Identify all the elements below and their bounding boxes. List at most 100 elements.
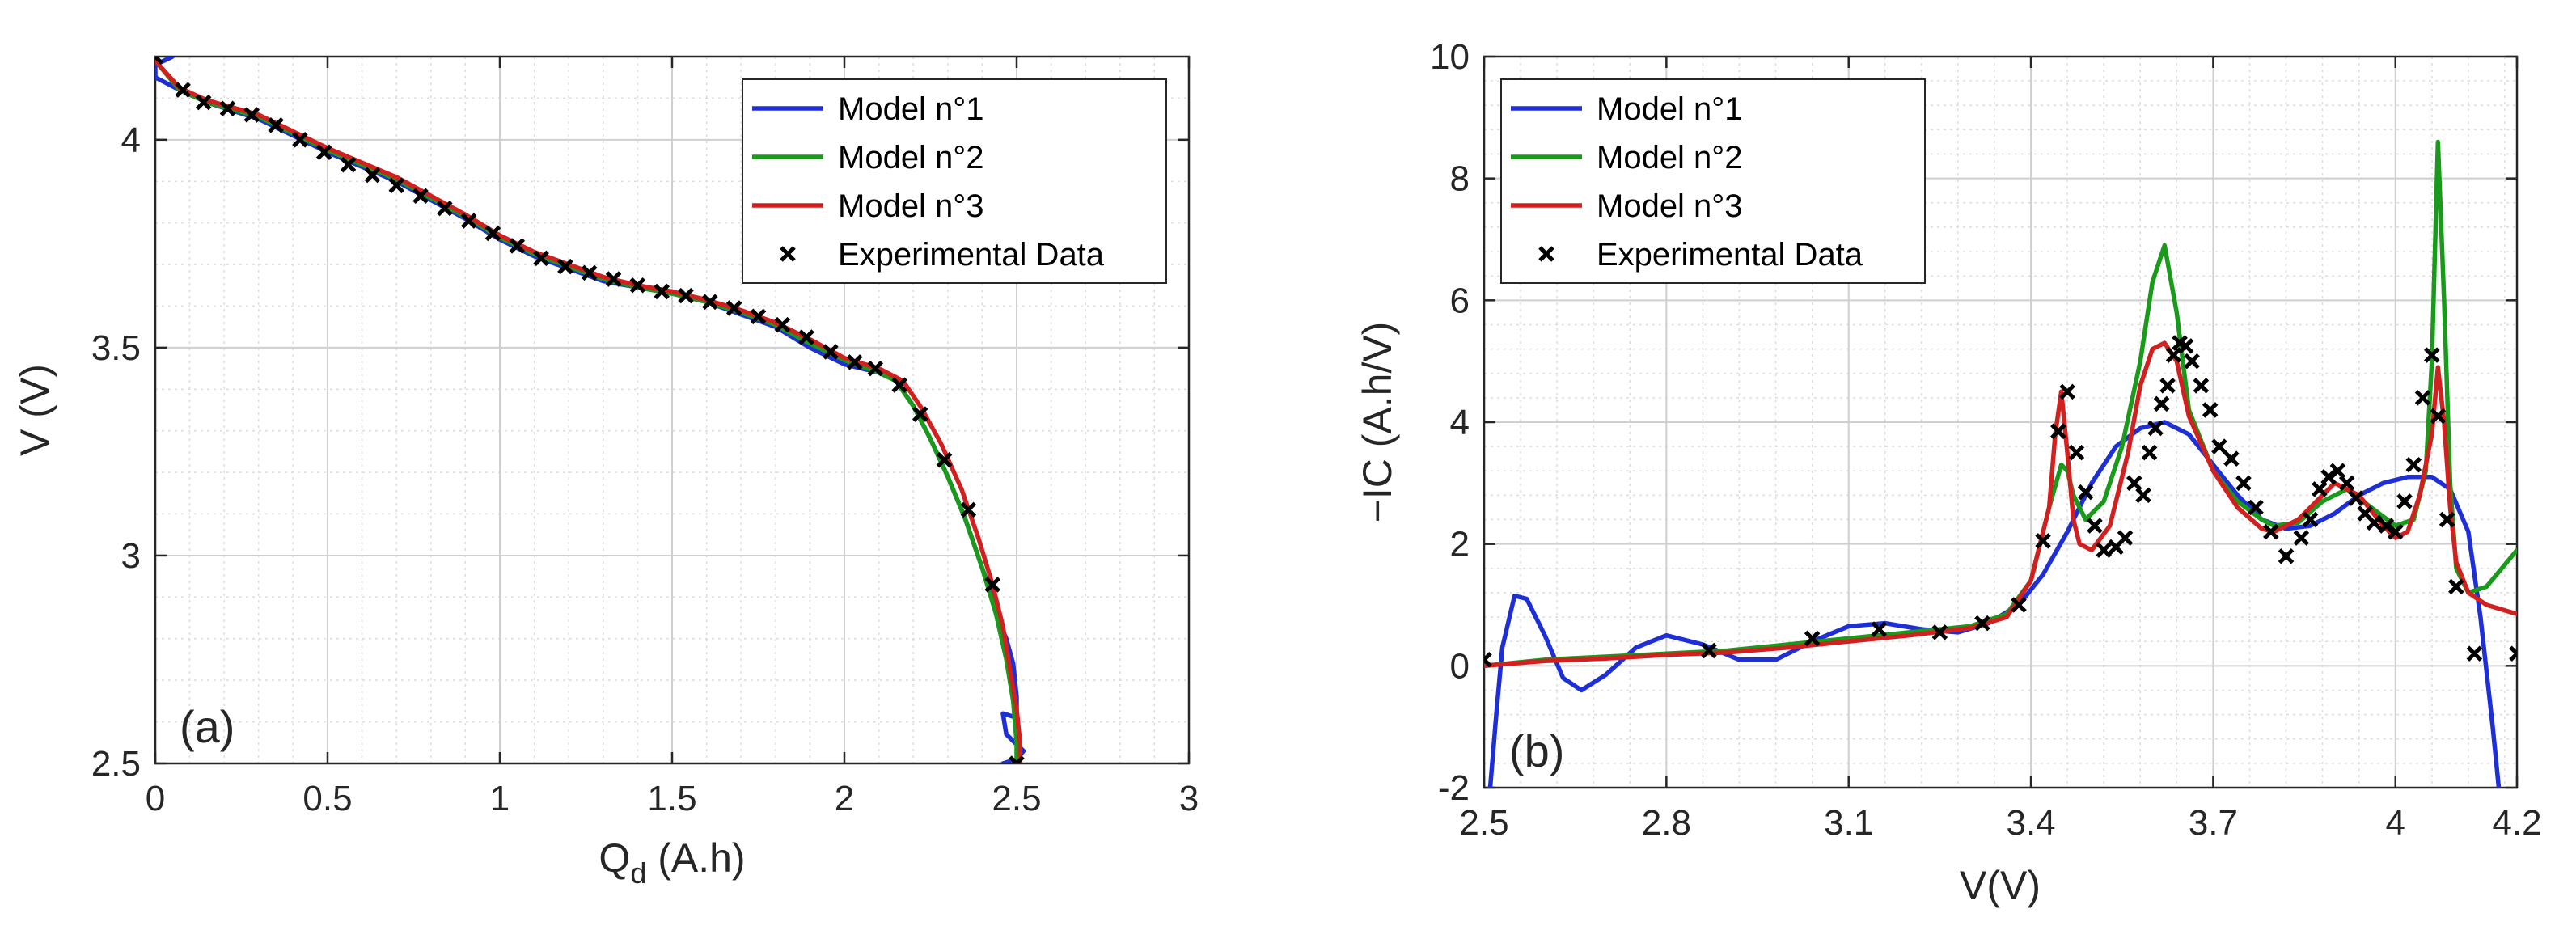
- data-point-marker: [557, 258, 573, 275]
- data-point-marker: [2293, 530, 2310, 546]
- data-point-marker: [2414, 390, 2431, 406]
- data-point-marker: [2223, 450, 2240, 467]
- x-tick-label: 0.5: [302, 779, 352, 818]
- x-tick-label: 4: [2386, 803, 2405, 843]
- legend-entry: Model n°3: [1597, 188, 1743, 224]
- y-tick-label: 4: [121, 120, 141, 160]
- data-point-marker: [984, 577, 1000, 593]
- data-point-marker: [2366, 514, 2383, 531]
- panel-label: (a): [180, 701, 235, 752]
- data-point-marker: [2193, 378, 2210, 394]
- legend-marker: [780, 246, 796, 262]
- data-point-marker: [412, 188, 429, 204]
- data-point-marker: [1931, 624, 1948, 640]
- data-point-marker: [823, 344, 839, 360]
- data-point-marker: [2378, 518, 2395, 534]
- data-point-marker: [774, 316, 791, 333]
- data-point-marker: [2126, 475, 2142, 492]
- x-axis-title: Qd (A.h): [599, 835, 745, 890]
- data-point-marker: [2235, 475, 2252, 492]
- data-point-marker: [2263, 523, 2279, 540]
- x-tick-label: 3.4: [2006, 803, 2055, 843]
- legend-marker: [1538, 246, 1554, 262]
- x-tick-label: 4.2: [2492, 803, 2541, 843]
- data-point-marker: [2430, 408, 2447, 425]
- data-point-marker: [2448, 578, 2464, 595]
- data-point-marker: [798, 329, 814, 345]
- data-point-marker: [437, 200, 453, 217]
- data-point-marker: [2405, 456, 2422, 473]
- data-point-marker: [1484, 652, 1492, 668]
- data-point-marker: [2348, 490, 2364, 506]
- data-point-marker: [2184, 353, 2200, 370]
- data-point-marker: [2329, 463, 2346, 480]
- legend-entry: Model n°2: [838, 140, 984, 175]
- data-point-marker: [2202, 402, 2219, 418]
- legend: Model n°1 Model n°2 Model n°3 Experimental …: [1500, 78, 1926, 284]
- data-point-marker: [2211, 438, 2227, 454]
- data-point-marker: [2424, 347, 2440, 363]
- data-point-marker: [2077, 484, 2094, 501]
- series-experimental-data: [1484, 335, 2517, 668]
- data-point-marker: [2159, 378, 2176, 394]
- data-point-marker: [2087, 518, 2103, 534]
- data-point-marker: [867, 360, 884, 377]
- data-point-marker: [243, 107, 260, 123]
- data-point-marker: [2320, 469, 2337, 485]
- y-tick-label: 3.5: [91, 328, 141, 368]
- data-point-marker: [533, 250, 549, 267]
- legend: Model n°1 Model n°2 Model n°3 Experimental …: [742, 78, 1167, 284]
- data-point-marker: [315, 144, 332, 161]
- y-tick-label: 10: [1430, 37, 1470, 77]
- data-point-marker: [2387, 523, 2404, 540]
- data-point-marker: [2035, 533, 2051, 549]
- data-point-marker: [388, 177, 404, 194]
- data-point-marker: [629, 277, 646, 294]
- data-point-marker: [484, 225, 501, 242]
- data-point-marker: [364, 167, 381, 184]
- x-tick-label: 1.5: [647, 779, 696, 818]
- data-point-marker: [2302, 511, 2319, 528]
- data-point-marker: [2050, 423, 2066, 440]
- series-line-model-n-3: [1484, 340, 2517, 669]
- data-point-marker: [1701, 642, 1717, 659]
- series-experimental-data: [155, 57, 1025, 763]
- data-point-marker: [936, 451, 953, 468]
- y-tick-label: 2: [1450, 525, 1470, 564]
- data-point-marker: [2439, 511, 2455, 528]
- legend-entry: Model n°3: [838, 188, 984, 224]
- data-point-marker: [581, 264, 598, 281]
- legend-entry: Model n°1: [838, 91, 984, 127]
- y-tick-label: -2: [1438, 768, 1470, 808]
- data-point-marker: [509, 238, 526, 254]
- plot-content: [1484, 139, 2517, 788]
- data-point-marker: [2165, 347, 2182, 363]
- data-point-marker: [2278, 547, 2295, 564]
- data-point-marker: [219, 100, 236, 117]
- legend-box: [742, 78, 1167, 284]
- legend-entry: Model n°1: [1597, 91, 1743, 127]
- y-axis-title: V (V): [12, 364, 57, 456]
- data-point-marker: [750, 308, 767, 325]
- data-point-marker: [460, 213, 477, 229]
- data-point-marker: [2141, 444, 2158, 461]
- data-point-marker: [2147, 420, 2164, 437]
- data-point-marker: [654, 283, 670, 300]
- data-point-marker: [2248, 499, 2264, 516]
- y-tick-label: 0: [1450, 646, 1470, 686]
- data-point-marker: [2466, 645, 2483, 662]
- data-point-marker: [1009, 755, 1025, 763]
- x-tick-label: 2.8: [1642, 803, 1691, 843]
- series-line-model-n-2: [1484, 139, 2517, 669]
- data-point-marker: [195, 94, 212, 111]
- legend-entry: Model n°2: [1597, 140, 1743, 175]
- data-point-marker: [605, 271, 622, 287]
- y-axis-title: −IC (A.h/V): [1355, 322, 1400, 523]
- data-point-marker: [155, 57, 163, 65]
- data-point-marker: [340, 156, 357, 173]
- data-point-marker: [268, 117, 284, 133]
- legend-entry: Experimental Data: [1597, 237, 1863, 273]
- panel-label: (b): [1509, 725, 1564, 776]
- data-point-marker: [2011, 597, 2027, 613]
